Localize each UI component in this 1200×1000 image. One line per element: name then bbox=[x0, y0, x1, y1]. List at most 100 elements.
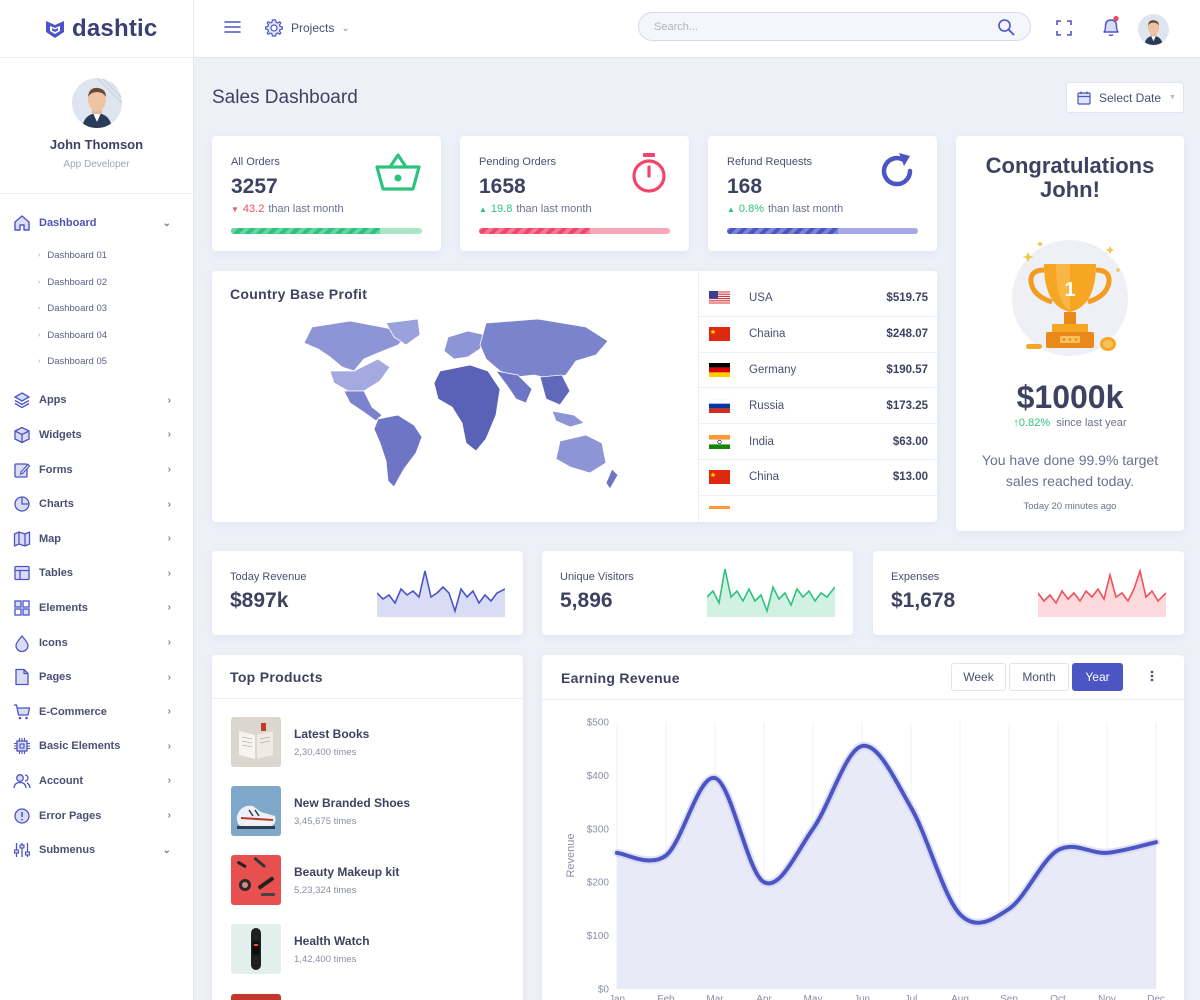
sidebar-item-label: Elements bbox=[39, 601, 88, 614]
cube-icon bbox=[13, 426, 31, 444]
sidebar-item-charts[interactable]: Charts › bbox=[0, 487, 193, 522]
us-flag-icon bbox=[709, 291, 730, 306]
file-icon bbox=[13, 668, 31, 686]
product-item[interactable]: Health Watch 1,42,400 times bbox=[231, 924, 370, 974]
divider bbox=[698, 271, 699, 522]
submenu-item-dashboard-04[interactable]: › Dashboard 04 bbox=[38, 322, 193, 349]
alert-icon bbox=[13, 807, 31, 825]
product-count: 1,42,400 times bbox=[294, 953, 357, 965]
china-flag-icon bbox=[709, 327, 730, 342]
hamburger-menu-icon[interactable] bbox=[224, 20, 241, 34]
country-name: Chaina bbox=[749, 328, 786, 341]
sidebar-item-submenus[interactable]: Submenus ⌄ bbox=[0, 833, 193, 868]
stat-change: ▲ 0.8% than last month bbox=[727, 203, 843, 215]
product-item[interactable]: Latest Books 2,30,400 times bbox=[231, 717, 369, 767]
submenu-item-dashboard-02[interactable]: › Dashboard 02 bbox=[38, 269, 193, 296]
stat-change-suffix: than last month bbox=[516, 203, 592, 215]
country-value: $190.57 bbox=[886, 363, 928, 376]
world-map[interactable] bbox=[290, 319, 620, 499]
country-row[interactable]: India $63.00 bbox=[699, 424, 937, 460]
topbar: Projects ⌄ bbox=[194, 0, 1200, 58]
sidebar-item-widgets[interactable]: Widgets › bbox=[0, 418, 193, 453]
caret-down-icon: ▼ bbox=[231, 204, 239, 214]
sidebar-item-map[interactable]: Map › bbox=[0, 521, 193, 556]
top-products-card: Top Products Latest Books 2,30,400 times … bbox=[212, 655, 523, 1000]
country-row[interactable]: Russia $173.25 bbox=[699, 388, 937, 425]
china-flag-icon bbox=[709, 470, 730, 485]
submenu-item-dashboard-01[interactable]: › Dashboard 01 bbox=[38, 243, 193, 270]
germany-flag-icon bbox=[709, 362, 730, 377]
trophy-icon: 1 bbox=[1000, 230, 1140, 364]
profile-role: App Developer bbox=[63, 159, 130, 170]
congrats-title: Congratulations John! bbox=[985, 153, 1155, 202]
x-tick-label: Oct bbox=[1050, 994, 1066, 1000]
tab-year[interactable]: Year bbox=[1072, 663, 1123, 691]
logo[interactable]: dashtic bbox=[0, 0, 193, 58]
fullscreen-icon[interactable] bbox=[1056, 20, 1072, 36]
logo-icon bbox=[44, 18, 66, 40]
stat-card-refund-requests: Refund Requests 168 ▲ 0.8% than last month bbox=[708, 136, 937, 251]
chevron-right-icon: › bbox=[167, 740, 171, 752]
x-tick-label: Dec bbox=[1147, 994, 1165, 1000]
submenu-item-dashboard-05[interactable]: › Dashboard 05 bbox=[38, 349, 193, 376]
user-profile: John Thomson App Developer bbox=[0, 58, 193, 194]
sidebar-item-pages[interactable]: Pages › bbox=[0, 660, 193, 695]
search-input[interactable] bbox=[639, 13, 979, 40]
stat-progress-fill bbox=[479, 228, 590, 234]
more-options-icon[interactable] bbox=[1150, 669, 1154, 683]
submenu-item-dashboard-03[interactable]: › Dashboard 03 bbox=[38, 296, 193, 323]
sidebar-item-basic-elements[interactable]: Basic Elements › bbox=[0, 729, 193, 764]
chevron-right-icon: › bbox=[167, 671, 171, 683]
y-tick-label: $100 bbox=[587, 931, 610, 942]
sidebar-item-label: Apps bbox=[39, 394, 67, 407]
sidebar-item-label: Dashboard bbox=[39, 217, 97, 230]
user-avatar[interactable] bbox=[1138, 14, 1169, 45]
tab-week[interactable]: Week bbox=[951, 663, 1006, 691]
product-count: 2,30,400 times bbox=[294, 746, 357, 758]
projects-dropdown[interactable]: Projects ⌄ bbox=[264, 18, 350, 38]
product-name: Health Watch bbox=[294, 933, 370, 948]
sidebar-item-dashboard[interactable]: Dashboard ⌄ bbox=[0, 206, 193, 241]
congrats-growth-value: 0.82% bbox=[1018, 417, 1051, 429]
sidebar-item-tables[interactable]: Tables › bbox=[0, 556, 193, 591]
country-row[interactable]: Germany $190.57 bbox=[699, 353, 937, 389]
sidebar-item-account[interactable]: Account › bbox=[0, 764, 193, 799]
country-row[interactable]: Chaina $248.07 bbox=[699, 317, 937, 353]
chevron-right-icon: › bbox=[167, 394, 171, 406]
chip-icon bbox=[13, 737, 31, 755]
bullet-icon: › bbox=[38, 278, 41, 286]
stat-change-suffix: than last month bbox=[768, 203, 844, 215]
chevron-down-icon: ⌄ bbox=[162, 844, 171, 856]
country-row[interactable]: China $13.00 bbox=[699, 460, 937, 496]
mini-stat-value: $1,678 bbox=[891, 589, 956, 612]
sidebar-item-icons[interactable]: Icons › bbox=[0, 625, 193, 660]
sidebar-item-e-commerce[interactable]: E-Commerce › bbox=[0, 694, 193, 729]
sidebar-item-label: Widgets bbox=[39, 428, 82, 441]
select-date-button[interactable]: Select Date ▼ bbox=[1066, 82, 1184, 113]
sidebar-item-error-pages[interactable]: Error Pages › bbox=[0, 798, 193, 833]
product-image-makeup bbox=[231, 855, 281, 905]
chevron-down-icon: ⌄ bbox=[341, 22, 350, 34]
product-item[interactable]: New Branded Shoes 3,45,675 times bbox=[231, 786, 410, 836]
table-icon bbox=[13, 564, 31, 582]
tab-month[interactable]: Month bbox=[1009, 663, 1069, 691]
sidebar-item-forms[interactable]: Forms › bbox=[0, 452, 193, 487]
x-tick-label: Nov bbox=[1098, 994, 1116, 1000]
sidebar-item-apps[interactable]: Apps › bbox=[0, 383, 193, 418]
notification-bell-icon[interactable] bbox=[1100, 15, 1122, 39]
search-icon[interactable] bbox=[997, 18, 1015, 36]
profile-name: John Thomson bbox=[49, 137, 144, 152]
chevron-right-icon: › bbox=[167, 429, 171, 441]
sparkline bbox=[707, 567, 835, 619]
product-item[interactable]: Beauty Makeup kit 5,23,324 times bbox=[231, 855, 399, 905]
sidebar-item-label: Pages bbox=[39, 671, 72, 684]
bullet-icon: › bbox=[38, 252, 41, 260]
basket-icon bbox=[375, 151, 421, 193]
sliders-icon bbox=[13, 841, 31, 859]
submenu-item-label: Dashboard 02 bbox=[47, 276, 108, 288]
sidebar-item-elements[interactable]: Elements › bbox=[0, 591, 193, 626]
country-row[interactable]: USA $519.75 bbox=[699, 281, 937, 317]
sidebar-item-label: E-Commerce bbox=[39, 705, 107, 718]
country-name: Russia bbox=[749, 399, 785, 412]
avatar[interactable] bbox=[71, 78, 122, 128]
